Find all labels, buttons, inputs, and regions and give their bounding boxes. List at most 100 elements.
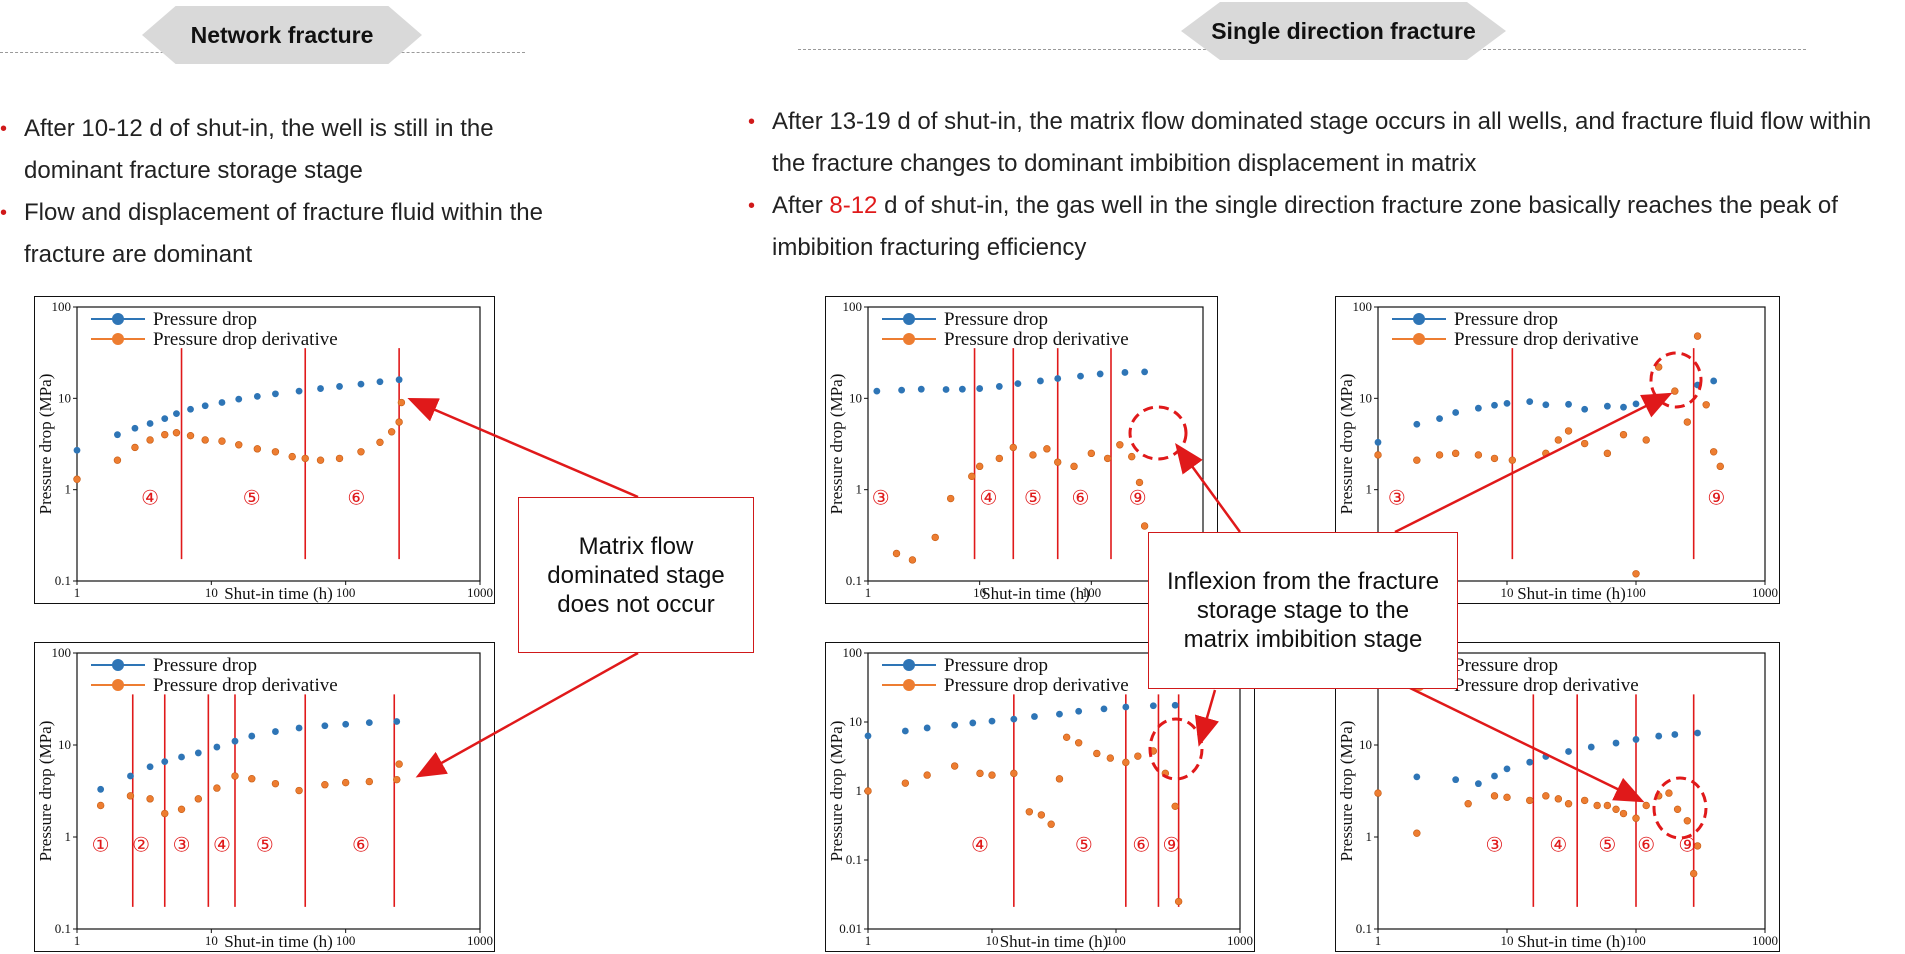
stage-label: ⑤ <box>243 485 261 509</box>
pressure-point <box>73 446 81 454</box>
derivative-point <box>1508 456 1517 464</box>
stage-label: ④ <box>980 485 998 509</box>
plot-area <box>867 306 1204 582</box>
stage-label: ⑨ <box>1707 485 1725 509</box>
pressure-point <box>1100 705 1108 713</box>
chart-single-bottom-left: 0.01 0.1 1 10 100 1 10 100 1000 Shut-in time (h) P… <box>825 642 1255 952</box>
derivative-point <box>1140 522 1149 530</box>
derivative-point <box>1413 456 1421 464</box>
derivative-point <box>901 779 910 787</box>
derivative-point <box>1451 449 1460 458</box>
stage-label: ⑨ <box>1162 833 1180 857</box>
chart-network-top: 0.1 1 10 100 1 10 100 1000 Shut-in time (h) Press… <box>34 296 495 604</box>
x-tick-label: 100 <box>336 933 356 948</box>
derivative-point <box>1474 451 1483 459</box>
pressure-point <box>951 721 959 729</box>
pressure-point <box>218 399 226 406</box>
pressure-point <box>173 410 180 418</box>
pressure-point <box>958 385 966 393</box>
stage-label: ① <box>92 833 110 857</box>
legend-label: Pressure drop <box>944 309 1048 330</box>
x-tick-label: 1 <box>865 933 872 948</box>
derivative-point <box>1673 805 1682 814</box>
derivative-point <box>201 436 209 444</box>
x-tick-label: 1 <box>74 585 81 600</box>
derivative-point <box>1074 739 1083 747</box>
pressure-point <box>272 390 279 398</box>
y-tick-label: 0.1 <box>846 852 862 867</box>
derivative-point <box>395 760 403 768</box>
derivative-point <box>968 472 976 481</box>
pressure-point <box>342 720 350 728</box>
derivative-point <box>1709 448 1718 456</box>
chart-network-bottom: 0.1 1 10 100 1 10 100 1000 Shut-in time (h) Press… <box>34 642 495 952</box>
derivative-point <box>1087 449 1096 458</box>
pressure-point <box>161 415 169 422</box>
pressure-point <box>248 732 256 740</box>
y-tick-label: 0.1 <box>55 573 71 588</box>
x-axis-label: Shut-in time (h) <box>981 584 1090 603</box>
legend-label: Pressure drop <box>944 655 1048 676</box>
legend-marker <box>903 679 915 691</box>
derivative-point <box>1612 805 1620 814</box>
derivative-point <box>1171 802 1179 811</box>
y-tick-label: 10 <box>58 390 71 405</box>
derivative-point <box>1161 769 1170 778</box>
derivative-point <box>1603 449 1612 458</box>
pressure-point <box>1491 772 1498 780</box>
derivative-point <box>995 454 1004 463</box>
derivative-point <box>1116 441 1124 449</box>
derivative-point <box>1564 427 1573 435</box>
pressure-point <box>295 387 303 395</box>
derivative-point <box>1526 796 1534 805</box>
right-bullet-1: After 13-19 d of shut-in, the matrix flo… <box>748 101 1898 185</box>
derivative-point <box>186 431 195 440</box>
derivative-point <box>218 437 226 445</box>
pressure-point <box>146 420 154 427</box>
x-tick-label: 1 <box>74 933 81 948</box>
pressure-point <box>187 405 194 413</box>
derivative-point <box>397 398 406 407</box>
derivative-point <box>1025 808 1034 816</box>
derivative-point <box>1435 451 1444 459</box>
pressure-point <box>131 424 139 432</box>
pressure-point <box>1603 402 1611 410</box>
x-tick-label: 100 <box>336 585 356 600</box>
pressure-point <box>1056 710 1063 718</box>
right-section-title: Single direction fracture <box>1181 2 1506 60</box>
derivative-point <box>1490 792 1499 800</box>
legend-label: Pressure drop derivative <box>153 329 338 350</box>
legend-label: Pressure drop derivative <box>153 675 338 696</box>
right-bullet-2: After 8-12 d of shut-in, the gas well in… <box>748 185 1898 269</box>
legend-label: Pressure drop <box>153 309 257 330</box>
y-tick-label: 10 <box>58 737 71 752</box>
pressure-point <box>1010 715 1018 723</box>
pressure-drop-series <box>864 701 1179 740</box>
derivative-point <box>321 781 329 789</box>
x-axis-label: Shut-in time (h) <box>1000 932 1109 951</box>
pressure-point <box>1565 748 1572 755</box>
plot-area <box>76 652 481 930</box>
derivative-point <box>1554 795 1563 803</box>
derivative-point <box>988 771 996 779</box>
right-bullets: After 13-19 d of shut-in, the matrix flo… <box>748 101 1898 269</box>
legend-marker <box>903 333 915 345</box>
derivative-point <box>395 418 403 426</box>
pressure-drop-derivative-series <box>96 760 403 818</box>
pressure-point <box>1014 380 1022 387</box>
pressure-point <box>976 385 984 392</box>
y-tick-label: 10 <box>849 714 862 729</box>
pressure-point <box>1374 438 1382 446</box>
derivative-point <box>1029 451 1037 459</box>
y-tick-label: 10 <box>1359 390 1372 405</box>
derivative-point <box>1702 401 1710 409</box>
derivative-point <box>1413 829 1421 837</box>
x-tick-label: 1000 <box>1227 933 1253 948</box>
pressure-drop-derivative-series <box>892 441 1149 564</box>
derivative-point <box>253 445 262 453</box>
derivative-point <box>365 777 374 786</box>
x-axis-label: Shut-in time (h) <box>224 932 333 951</box>
stage-label: ⑨ <box>1678 833 1696 857</box>
derivative-point <box>235 441 243 449</box>
derivative-point <box>335 454 344 463</box>
